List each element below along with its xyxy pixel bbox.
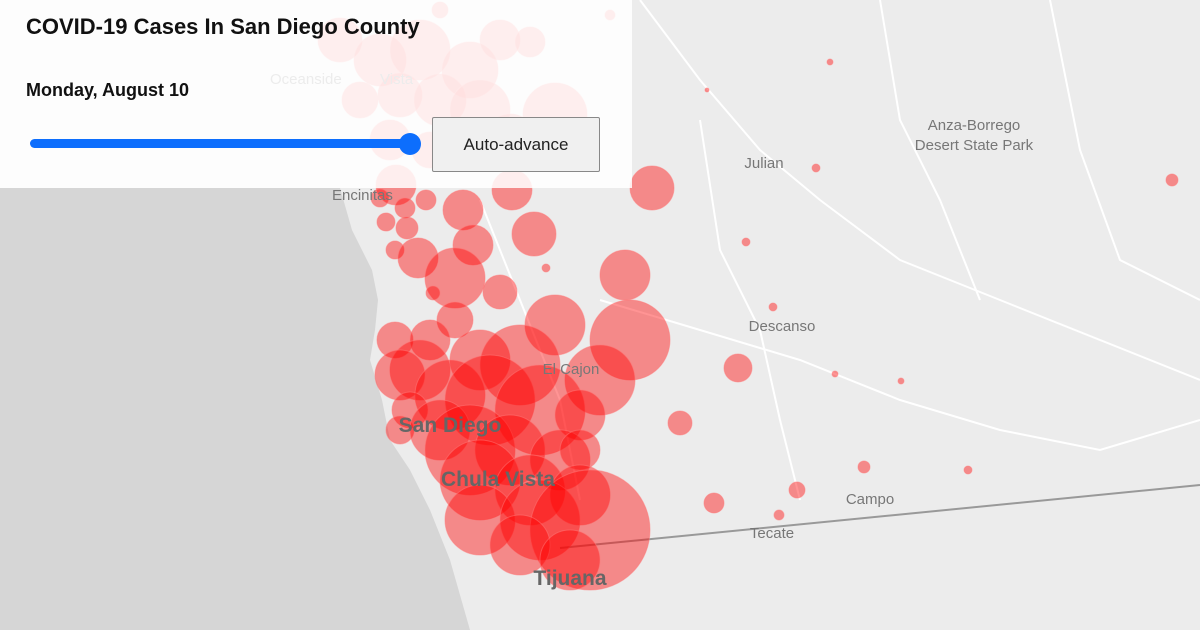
case-bubble xyxy=(415,189,437,211)
control-panel: COVID-19 Cases In San Diego County Monda… xyxy=(0,0,632,188)
case-bubble xyxy=(773,509,785,521)
border xyxy=(559,484,1200,549)
case-bubble xyxy=(444,484,516,556)
case-bubble xyxy=(703,492,725,514)
case-bubble xyxy=(482,274,518,310)
case-bubble xyxy=(397,237,439,279)
slider-track[interactable] xyxy=(30,139,410,148)
case-bubble xyxy=(529,429,591,491)
case-bubble xyxy=(1165,173,1179,187)
case-bubble xyxy=(424,404,516,496)
case-bubble xyxy=(788,481,806,499)
roads xyxy=(479,0,1200,501)
place-label: Descanso xyxy=(749,318,816,335)
case-bubble xyxy=(704,87,710,93)
place-label: El Cajon xyxy=(543,361,600,378)
case-bubble xyxy=(741,237,751,247)
place-label: Campo xyxy=(846,491,894,508)
case-bubble xyxy=(395,216,419,240)
case-bubble xyxy=(479,324,561,406)
case-bubble xyxy=(394,197,416,219)
ocean xyxy=(0,188,470,630)
case-bubble xyxy=(963,465,973,475)
case-bubble xyxy=(554,389,606,441)
place-label: Tecate xyxy=(750,525,794,542)
case-bubble xyxy=(811,163,821,173)
case-bubble xyxy=(474,414,546,486)
case-bubble xyxy=(425,285,441,301)
case-bubble xyxy=(723,353,753,383)
place-label: Julian xyxy=(744,155,783,172)
case-bubble xyxy=(559,429,601,471)
case-bubble xyxy=(831,370,839,378)
case-bubble xyxy=(489,514,551,576)
auto-advance-button[interactable]: Auto-advance xyxy=(432,117,600,172)
case-bubble xyxy=(376,321,414,359)
place-label: Chula Vista xyxy=(441,468,555,491)
case-bubble xyxy=(541,263,551,273)
case-bubble xyxy=(826,58,834,66)
case-bubble xyxy=(599,249,651,301)
case-bubble xyxy=(409,319,451,361)
case-bubble xyxy=(389,339,451,401)
case-bubble xyxy=(897,377,905,385)
case-bubble xyxy=(667,410,693,436)
case-bubble xyxy=(385,415,415,445)
case-bubble xyxy=(589,299,671,381)
case-bubble xyxy=(857,460,871,474)
place-label: Anza-Borrego xyxy=(928,117,1021,134)
case-bubble xyxy=(452,224,494,266)
case-bubble xyxy=(442,189,484,231)
case-bubble xyxy=(385,240,405,260)
place-label: Desert State Park xyxy=(915,137,1034,154)
case-bubble xyxy=(414,359,486,431)
case-bubble xyxy=(768,302,778,312)
case-bubble xyxy=(376,212,396,232)
place-label: Encinitas xyxy=(332,187,393,204)
title: COVID-19 Cases In San Diego County xyxy=(26,14,420,39)
date: Monday, August 10 xyxy=(26,80,190,100)
place-label: Tijuana xyxy=(533,567,606,590)
case-bubble xyxy=(539,529,601,591)
case-bubble xyxy=(529,469,651,591)
place-label: San Diego xyxy=(399,414,502,437)
case-bubble xyxy=(436,301,474,339)
case-bubble xyxy=(564,344,636,416)
case-bubble xyxy=(374,349,426,401)
case-bubble xyxy=(511,211,557,257)
case-bubble xyxy=(439,439,521,521)
case-bubble xyxy=(629,165,675,211)
case-bubble xyxy=(370,188,390,208)
slider-thumb[interactable] xyxy=(399,133,421,155)
